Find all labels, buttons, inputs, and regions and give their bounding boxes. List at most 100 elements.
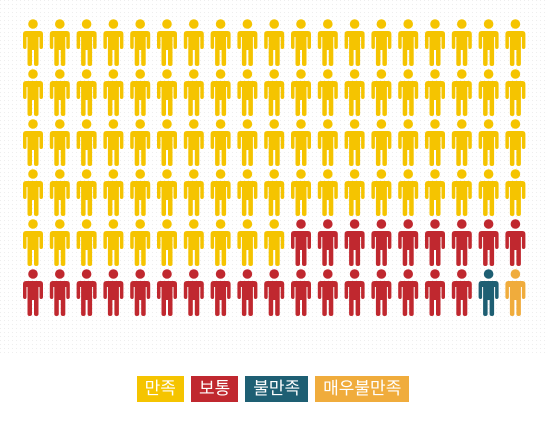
- person-icon: [103, 269, 124, 316]
- icon-body: [344, 281, 365, 316]
- icon-body: [23, 231, 43, 266]
- icon-body: [157, 131, 177, 166]
- icon-head: [349, 119, 360, 129]
- icon-head: [430, 69, 440, 79]
- icon-head: [483, 219, 494, 229]
- icon-body: [130, 281, 151, 316]
- icon-body: [76, 131, 97, 166]
- person-icon: [103, 69, 124, 116]
- icon-body: [183, 281, 204, 316]
- person-icon: [478, 169, 499, 216]
- icon-head: [135, 269, 145, 279]
- icon-head: [269, 69, 279, 79]
- person-icon: [398, 19, 419, 66]
- icon-body: [76, 231, 97, 266]
- icon-body: [398, 181, 419, 216]
- person-icon: [237, 69, 258, 116]
- icon-head: [81, 269, 92, 279]
- icon-head: [296, 169, 306, 179]
- person-icon: [157, 219, 177, 266]
- icon-body: [130, 231, 151, 266]
- icon-head: [430, 119, 440, 129]
- icon-head: [242, 69, 253, 79]
- icon-body: [157, 81, 177, 116]
- icon-head: [55, 269, 65, 279]
- person-icon: [76, 269, 97, 316]
- icon-body: [130, 181, 151, 216]
- person-icon: [344, 219, 365, 266]
- person-icon: [371, 269, 392, 316]
- person-icon: [157, 119, 177, 166]
- icon-body: [210, 281, 231, 316]
- icon-head: [162, 69, 172, 79]
- icon-body: [130, 131, 151, 166]
- person-icon: [264, 19, 285, 66]
- person-icon: [76, 219, 97, 266]
- icon-body: [237, 81, 258, 116]
- person-icon: [291, 19, 311, 66]
- icon-body: [183, 81, 204, 116]
- icon-head: [403, 169, 413, 179]
- icon-body: [183, 181, 204, 216]
- person-icon: [505, 69, 526, 116]
- icon-head: [242, 119, 253, 129]
- person-icon: [344, 119, 365, 166]
- icon-body: [237, 131, 258, 166]
- icon-head: [296, 219, 306, 229]
- icon-head: [242, 269, 253, 279]
- person-icon: [505, 19, 526, 66]
- person-icon: [49, 69, 70, 116]
- person-icon: [210, 69, 231, 116]
- icon-body: [49, 81, 70, 116]
- icon-head: [135, 219, 145, 229]
- person-icon: [210, 119, 231, 166]
- icon-body: [237, 281, 258, 316]
- icon-body: [183, 131, 204, 166]
- icon-body: [49, 31, 70, 66]
- icon-body: [23, 181, 43, 216]
- person-icon: [478, 219, 499, 266]
- person-icon: [371, 19, 392, 66]
- person-icon: [371, 169, 392, 216]
- icon-head: [108, 219, 119, 229]
- icon-body: [23, 131, 43, 166]
- person-icon: [103, 119, 124, 166]
- person-icon: [425, 119, 445, 166]
- icon-body: [344, 81, 365, 116]
- icon-head: [457, 19, 467, 29]
- icon-head: [162, 219, 172, 229]
- icon-body: [103, 131, 124, 166]
- person-icon: [425, 69, 445, 116]
- person-icon: [344, 69, 365, 116]
- icon-body: [237, 231, 258, 266]
- icon-body: [130, 31, 151, 66]
- person-icon: [478, 69, 499, 116]
- person-icon: [23, 269, 43, 316]
- person-icon: [317, 19, 338, 66]
- icon-head: [81, 119, 92, 129]
- icon-body: [49, 231, 70, 266]
- person-icon: [344, 269, 365, 316]
- icon-head: [296, 119, 306, 129]
- icon-body: [478, 31, 499, 66]
- person-icon: [49, 269, 70, 316]
- icon-head: [457, 219, 467, 229]
- person-icon: [130, 169, 151, 216]
- person-icon: [264, 69, 285, 116]
- person-icon: [130, 269, 151, 316]
- icon-body: [291, 281, 311, 316]
- icon-body: [505, 31, 526, 66]
- person-icon: [49, 119, 70, 166]
- icon-head: [457, 269, 467, 279]
- person-icon: [425, 169, 445, 216]
- icon-head: [269, 19, 279, 29]
- icon-head: [430, 219, 440, 229]
- icon-head: [28, 19, 38, 29]
- icon-body: [344, 181, 365, 216]
- icon-body: [103, 31, 124, 66]
- icon-head: [28, 119, 38, 129]
- icon-body: [344, 31, 365, 66]
- person-icon: [505, 169, 526, 216]
- icon-body: [49, 281, 70, 316]
